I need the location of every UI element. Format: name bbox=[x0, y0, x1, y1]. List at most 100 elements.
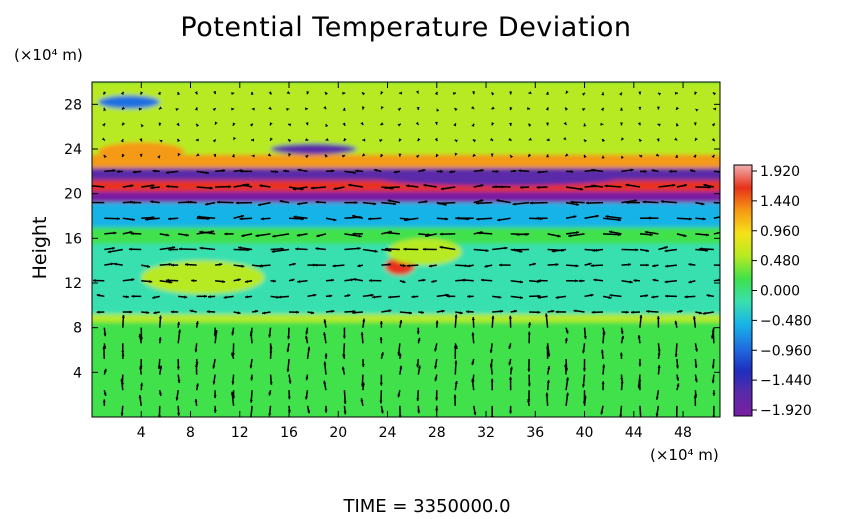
wind-vector-head bbox=[545, 107, 549, 111]
wind-vector-head bbox=[195, 321, 199, 325]
wind-vector-head bbox=[537, 295, 541, 299]
x-tick-label: 4 bbox=[137, 425, 146, 441]
wind-vector-head bbox=[231, 381, 235, 385]
wind-vector-head bbox=[241, 264, 245, 268]
wind-vector-head bbox=[270, 137, 273, 141]
wind-vector-head bbox=[619, 122, 623, 126]
wind-vector-head bbox=[665, 264, 669, 268]
colorbar-tick-label: 1.920 bbox=[760, 164, 800, 180]
wind-vector-head bbox=[312, 263, 316, 267]
wind-vector-head bbox=[621, 335, 625, 339]
wind-vector-head bbox=[452, 92, 456, 96]
wind-vector-head bbox=[125, 295, 129, 299]
wind-vector-head bbox=[657, 92, 662, 96]
wind-vector-head bbox=[107, 250, 111, 254]
wind-vector-head bbox=[674, 137, 678, 141]
wind-vector-head bbox=[388, 263, 392, 267]
wind-vector-head bbox=[342, 335, 346, 339]
wind-vector-layer bbox=[88, 90, 725, 417]
wind-vector-head bbox=[434, 378, 438, 382]
colorbar-gradient bbox=[733, 164, 753, 417]
wind-vector-head bbox=[439, 245, 443, 249]
wind-vector-head bbox=[508, 122, 512, 126]
wind-vector-head bbox=[436, 153, 439, 157]
wind-vector-head bbox=[362, 318, 366, 322]
wind-vector-head bbox=[406, 184, 410, 188]
wind-vector-head bbox=[139, 337, 143, 341]
wind-vector-head bbox=[378, 139, 383, 143]
wind-vector-head bbox=[268, 334, 272, 338]
wind-vector-head bbox=[380, 91, 384, 95]
wind-vector-head bbox=[480, 199, 484, 203]
wind-vector-head bbox=[286, 368, 290, 372]
wind-vector-head bbox=[380, 352, 384, 356]
wind-vector bbox=[92, 185, 105, 188]
wind-vector-head bbox=[232, 122, 236, 126]
wind-vector-head bbox=[467, 264, 471, 268]
wind-vector-head bbox=[297, 202, 301, 206]
wind-vector-head bbox=[212, 108, 216, 112]
wind-vector-head bbox=[461, 278, 465, 282]
wind-vector-head bbox=[251, 154, 255, 158]
wind-vector-head bbox=[250, 91, 254, 95]
wind-vector-head bbox=[637, 385, 641, 389]
wind-vector-head bbox=[440, 187, 444, 191]
wind-vector-head bbox=[397, 352, 401, 356]
wind-vector-head bbox=[311, 311, 315, 315]
wind-vector-head bbox=[600, 107, 604, 112]
x-tick-label: 32 bbox=[477, 425, 495, 441]
field-feature bbox=[264, 287, 413, 301]
wind-vector-head bbox=[605, 215, 609, 219]
wind-vector-head bbox=[296, 310, 300, 314]
wind-vector-head bbox=[526, 106, 530, 110]
wind-vector-head bbox=[269, 122, 273, 126]
wind-vector-head bbox=[688, 217, 692, 221]
field-band bbox=[92, 202, 720, 228]
wind-vector-head bbox=[342, 91, 346, 95]
wind-vector-head bbox=[129, 230, 133, 234]
wind-vector-head bbox=[323, 319, 327, 323]
wind-vector-head bbox=[528, 153, 532, 157]
wind-vector-head bbox=[323, 106, 327, 110]
wind-vector-head bbox=[459, 311, 463, 315]
wind-vector-head bbox=[380, 122, 384, 125]
wind-vector-head bbox=[537, 170, 541, 174]
y-tick-label: 4 bbox=[73, 365, 82, 381]
wind-vector-head bbox=[699, 247, 703, 251]
wind-vector-head bbox=[565, 330, 569, 334]
wind-vector-head bbox=[168, 248, 172, 252]
wind-vector-head bbox=[600, 411, 604, 415]
wind-vector-head bbox=[527, 331, 531, 335]
wind-vector-head bbox=[513, 169, 517, 173]
wind-vector-head bbox=[528, 137, 532, 141]
x-axis-unit: (×10⁴ m) bbox=[650, 446, 719, 464]
wind-vector-head bbox=[170, 310, 174, 314]
wind-vector-head bbox=[491, 106, 495, 110]
wind-vector-head bbox=[600, 122, 604, 126]
wind-vector-head bbox=[206, 310, 210, 314]
wind-vector-head bbox=[157, 155, 160, 159]
wind-vector-head bbox=[417, 365, 421, 369]
wind-vector-head bbox=[694, 394, 698, 398]
wind-vector bbox=[529, 201, 548, 204]
wind-vector-head bbox=[88, 184, 91, 187]
wind-vector-head bbox=[476, 217, 480, 221]
wind-vector-head bbox=[278, 295, 282, 299]
wind-vector-head bbox=[538, 279, 541, 283]
wind-vector-head bbox=[722, 231, 725, 234]
wind-vector-head bbox=[546, 154, 550, 158]
wind-vector-head bbox=[674, 320, 678, 324]
wind-vector-head bbox=[582, 368, 586, 372]
wind-vector-head bbox=[333, 218, 337, 222]
wind-vector-head bbox=[268, 413, 272, 417]
wind-vector-head bbox=[348, 183, 352, 187]
wind-vector bbox=[604, 185, 622, 188]
wind-vector-head bbox=[575, 264, 579, 268]
wind-vector-head bbox=[563, 137, 567, 141]
wind-vector-head bbox=[275, 170, 279, 174]
wind-vector-head bbox=[434, 121, 438, 125]
wind-vector-head bbox=[508, 362, 512, 366]
wind-vector-head bbox=[117, 217, 120, 221]
wind-vector-head bbox=[527, 383, 531, 387]
wind-vector-head bbox=[360, 121, 364, 126]
